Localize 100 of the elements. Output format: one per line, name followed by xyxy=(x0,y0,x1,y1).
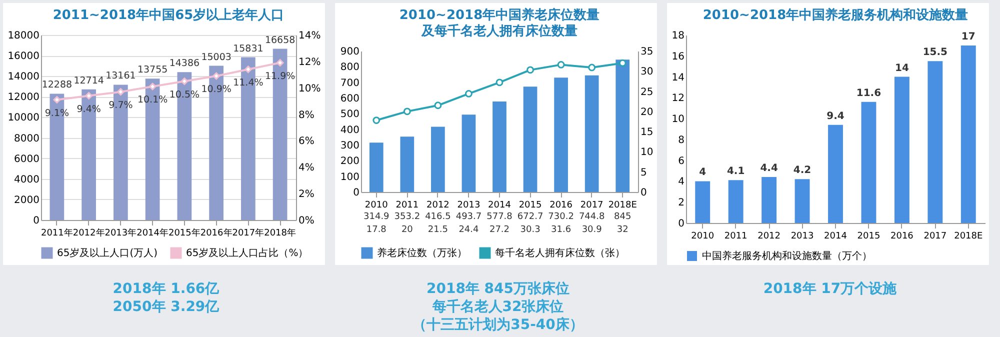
x-tick-label: 2017 xyxy=(580,200,604,210)
data-label: 672.7 xyxy=(517,212,544,222)
data-label: 13161 xyxy=(106,70,136,82)
data-label: 15.5 xyxy=(922,47,948,58)
legend-label: 养老床位数（万张） xyxy=(377,247,467,259)
x-tick-label: 2010 xyxy=(691,232,714,242)
x-tick-label: 2018E xyxy=(608,200,638,210)
y-tick-label: 4 xyxy=(678,176,684,188)
y-tick-label: 500 xyxy=(340,109,360,120)
x-tick-label: 2015 xyxy=(518,200,542,210)
point xyxy=(148,82,156,90)
data-label: 493.7 xyxy=(456,212,482,222)
y2-tick-label: 2% xyxy=(298,189,314,200)
x-tick-label: 2010 xyxy=(364,200,388,210)
point xyxy=(496,78,504,86)
x-tick-label: 2016年 xyxy=(200,228,232,238)
bar xyxy=(584,75,599,192)
data-label: 27.2 xyxy=(489,225,510,235)
data-label: 16658 xyxy=(264,34,296,46)
bar xyxy=(894,76,910,223)
point xyxy=(434,102,442,110)
data-label: 11.9% xyxy=(264,70,296,82)
y-tick-label: 300 xyxy=(340,140,360,152)
y-tick-label: 2000 xyxy=(14,194,40,206)
data-label: 4.2 xyxy=(793,165,812,176)
y-tick-label: 400 xyxy=(340,124,360,136)
y-tick-label: 8 xyxy=(678,134,684,146)
bar xyxy=(462,114,476,192)
data-label: 21.5 xyxy=(428,225,448,235)
bar xyxy=(928,61,943,223)
x-tick-label: 2014 xyxy=(488,200,512,210)
y2-tick-label: 0 xyxy=(640,188,647,198)
y-tick-label: 200 xyxy=(340,156,360,168)
chart-subtitle: 及每千名老人拥有床位数量 xyxy=(420,23,578,39)
data-label: 13755 xyxy=(137,64,168,76)
y-tick-label: 12000 xyxy=(8,92,40,104)
y2-tick-label: 30 xyxy=(640,66,654,78)
y-tick-label: 14000 xyxy=(8,72,40,83)
bar xyxy=(794,179,810,223)
point xyxy=(618,59,626,67)
bar xyxy=(695,181,710,223)
y-tick-label: 100 xyxy=(340,172,360,183)
legend-label: 65岁及以上人口占比（%） xyxy=(186,247,308,259)
data-label: 20 xyxy=(401,225,414,235)
point xyxy=(212,72,220,80)
y2-tick-label: 0% xyxy=(298,216,314,226)
x-tick-label: 2018年 xyxy=(264,228,296,238)
y2-tick-label: 6% xyxy=(298,136,314,148)
x-tick-label: 2018E xyxy=(954,232,983,242)
x-tick-label: 2017年 xyxy=(232,228,264,238)
y-tick-label: 0 xyxy=(678,218,684,230)
y-tick-label: 16000 xyxy=(8,51,40,62)
data-label: 15831 xyxy=(233,43,264,54)
point xyxy=(465,90,472,98)
point xyxy=(403,108,411,116)
text: 2018年 17万个设施 xyxy=(762,281,898,298)
data-label: 30.3 xyxy=(520,225,540,235)
data-label: 4.1 xyxy=(726,166,745,178)
bar xyxy=(960,45,976,223)
y-tick-label: 800 xyxy=(340,62,360,74)
data-label: 10.5% xyxy=(169,89,200,100)
data-label: 416.5 xyxy=(425,212,451,222)
x-tick-label: 2014 xyxy=(824,232,848,242)
x-tick-label: 2012年 xyxy=(72,228,105,238)
legend-label: 65岁及以上人口(万人) xyxy=(57,247,158,259)
x-tick-label: 2016 xyxy=(550,200,573,210)
x-tick-label: 2011 xyxy=(724,232,748,242)
y-tick-label: 600 xyxy=(340,94,360,104)
text: 2050年 3.29亿 xyxy=(112,299,220,316)
point xyxy=(85,92,93,100)
data-label: 10.9% xyxy=(201,84,232,95)
bar xyxy=(616,60,630,192)
x-tick-label: 2011 xyxy=(396,200,419,210)
y2-tick-label: 5 xyxy=(640,167,647,178)
data-label: 314.9 xyxy=(364,212,390,222)
text: 2018年 1.66亿 xyxy=(112,281,220,298)
y-tick-label: 6000 xyxy=(14,154,40,165)
data-label: 12714 xyxy=(74,75,104,86)
bar xyxy=(728,180,744,223)
y-tick-label: 900 xyxy=(340,46,360,58)
y2-tick-label: 4% xyxy=(298,162,314,174)
point xyxy=(244,66,252,74)
bar xyxy=(492,101,506,192)
legend-label: 每千名老人拥有床位数（张） xyxy=(495,247,625,259)
data-label: 744.8 xyxy=(578,212,605,222)
y2-tick-label: 14% xyxy=(298,30,321,42)
y2-tick-label: 25 xyxy=(640,86,654,98)
data-label: 577.8 xyxy=(486,212,513,222)
x-tick-label: 2013年 xyxy=(104,228,137,238)
bar xyxy=(828,124,843,223)
y-tick-label: 6 xyxy=(678,156,684,167)
y-tick-label: 10000 xyxy=(8,112,40,124)
bar xyxy=(431,126,445,192)
data-label: 4.4 xyxy=(760,163,778,174)
x-tick-label: 2015 xyxy=(857,232,880,242)
data-label: 32 xyxy=(616,225,628,235)
data-label: 17.8 xyxy=(366,225,387,235)
data-label: 30.9 xyxy=(582,225,602,235)
data-label: 17 xyxy=(961,31,976,42)
chart-title: 2010~2018年中国养老服务机构和设施数量 xyxy=(702,7,968,23)
